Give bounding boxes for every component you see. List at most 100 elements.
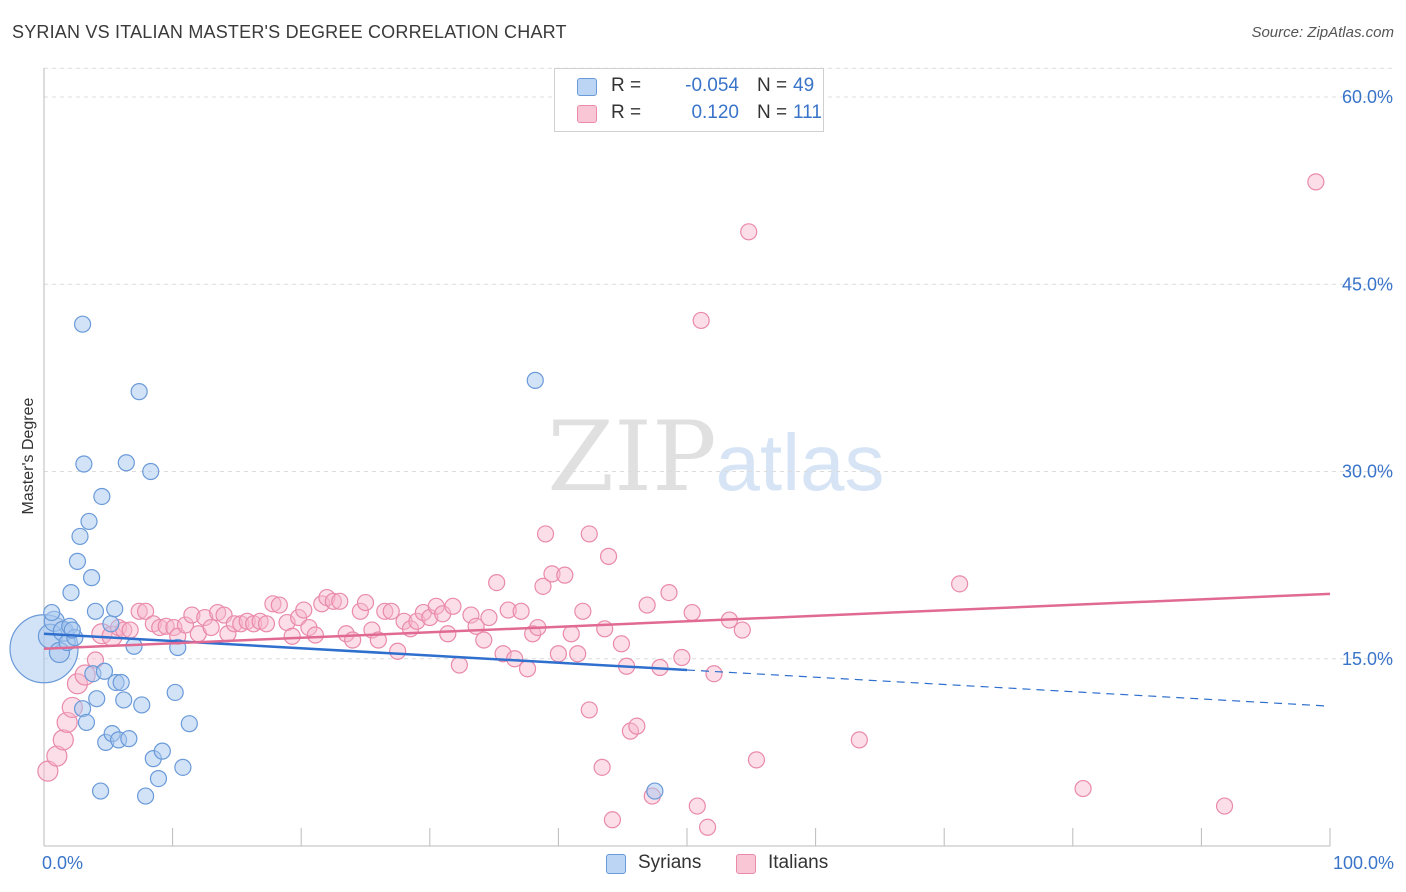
italian-point (549, 645, 568, 663)
grid (44, 67, 1394, 660)
italian-point (580, 701, 598, 719)
italian-point (638, 596, 656, 614)
italian-point (331, 592, 349, 610)
bottom-legend-label: Italians (768, 852, 829, 873)
syrian-point (149, 769, 168, 788)
syrian-point (73, 315, 92, 333)
syrian-point (86, 602, 105, 620)
italian-point (698, 818, 717, 836)
italian-point (480, 608, 498, 627)
italian-point (283, 627, 301, 645)
source-label: Source: ZipAtlas.com (1251, 24, 1394, 41)
syrian-point (102, 615, 120, 633)
italian-point (351, 602, 369, 620)
italian-point (356, 593, 375, 612)
italian-point (599, 547, 618, 565)
italian-point (536, 525, 555, 543)
italian-point (202, 618, 220, 637)
syrian-points (9, 315, 664, 805)
bottom-legend-label: Syrians (638, 852, 702, 873)
italian-point (543, 565, 561, 583)
italian-point (628, 717, 646, 735)
italian-points (37, 173, 1325, 836)
syrian-point (120, 730, 138, 748)
italian-point (389, 642, 407, 660)
italian-point (295, 601, 313, 619)
correlation-legend: R = -0.054 N = 49 R = 0.120 N = 111 (554, 68, 824, 132)
italian-point (306, 626, 324, 644)
italian-point (556, 566, 574, 584)
italian-point (369, 631, 387, 649)
syrian-point (75, 455, 93, 473)
syrian-point (82, 569, 101, 587)
italian-point (596, 620, 614, 638)
italian-point (692, 311, 710, 330)
italian-point (673, 648, 691, 667)
italian-point (408, 612, 426, 630)
legend-swatch-italians (577, 105, 597, 123)
legend-r-label: R = (611, 102, 642, 123)
italian-point (183, 606, 201, 624)
italian-point (688, 797, 706, 815)
italian-point (488, 574, 506, 592)
page-title: SYRIAN VS ITALIAN MASTER'S DEGREE CORREL… (12, 22, 567, 42)
syrian-point (142, 462, 160, 481)
syrian-point (117, 454, 135, 472)
italian-point (151, 618, 169, 637)
syrian-point (62, 583, 80, 602)
bottom-swatch-italians (736, 854, 756, 874)
syrian-point (646, 782, 664, 800)
watermark: ZIP atlas (547, 401, 884, 513)
italian-point (324, 592, 342, 610)
italian-point (951, 575, 969, 593)
italian-point (475, 631, 493, 649)
syrian-point (166, 683, 184, 702)
italian-point (593, 758, 611, 776)
syrian-point (133, 696, 151, 714)
italian-point (1215, 797, 1234, 815)
y-tick-label: 45.0% (1342, 274, 1393, 294)
italian-point (52, 729, 74, 751)
italian-point (270, 596, 288, 614)
syrian-point (71, 527, 89, 546)
italian-point (850, 731, 868, 749)
italian-point (196, 608, 214, 627)
legend-r-value: -0.054 (685, 75, 739, 96)
watermark-atlas: atlas (716, 418, 885, 507)
syrian-point (106, 600, 124, 618)
syrian-trend-extension (686, 669, 1331, 707)
italian-point (264, 595, 282, 613)
syrian-point (77, 713, 96, 732)
italian-point (683, 603, 701, 622)
syrian-point (115, 691, 133, 709)
italian-trend-line (43, 592, 1331, 651)
italian-point (130, 602, 148, 620)
axes (43, 68, 1331, 847)
x-tick-label-min: 0.0% (42, 853, 83, 873)
italian-point (603, 811, 622, 829)
syrian-point (68, 552, 87, 570)
legend-n-label: N = (757, 75, 788, 96)
syrian-point (180, 715, 198, 733)
legend-n-value: 49 (793, 75, 815, 96)
italian-point (569, 645, 587, 663)
syrian-point (95, 662, 114, 680)
legend-r-value: 0.120 (691, 102, 739, 123)
legend-r-label: R = (611, 75, 642, 96)
italian-point (612, 635, 631, 653)
italian-point (660, 583, 678, 602)
syrian-point (43, 603, 61, 622)
syrian-point (91, 782, 110, 800)
legend-n-value: 111 (793, 102, 822, 123)
y-tick-label: 30.0% (1342, 462, 1393, 482)
y-axis-label: Master's Degree (20, 397, 37, 514)
syrian-point (174, 758, 192, 776)
syrian-point (93, 487, 111, 506)
italian-point (518, 660, 537, 678)
italian-point (176, 616, 195, 634)
italian-point (462, 606, 480, 624)
italian-point (562, 625, 580, 643)
y-tick-label: 15.0% (1342, 649, 1393, 669)
x-tick-labels: 0.0% 100.0% (42, 853, 1394, 873)
italian-point (1074, 779, 1092, 798)
